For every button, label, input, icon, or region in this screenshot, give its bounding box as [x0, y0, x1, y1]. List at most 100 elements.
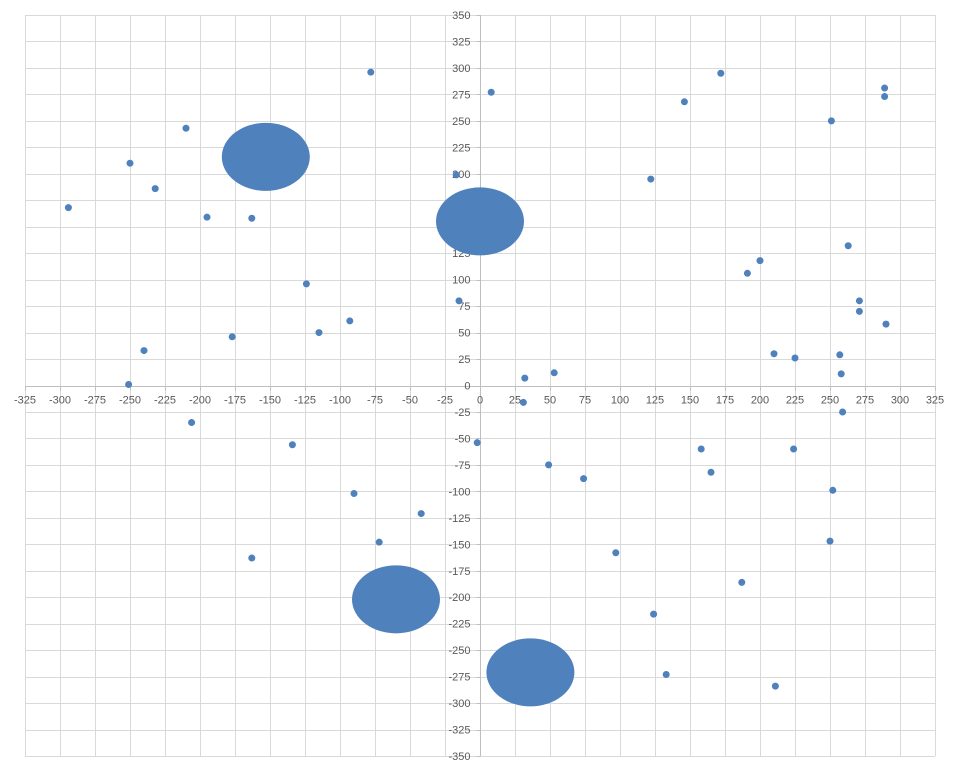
data-point	[827, 117, 835, 125]
data-points	[64, 68, 890, 690]
x-tick-label: -50	[402, 395, 418, 407]
x-tick-label: 50	[544, 395, 556, 407]
data-point	[248, 214, 256, 222]
data-point	[455, 297, 463, 305]
data-point	[612, 549, 620, 557]
y-tick-label: 50	[458, 328, 470, 340]
x-tick-label: -325	[14, 395, 36, 407]
x-tick-label: 175	[716, 395, 734, 407]
data-point	[140, 347, 148, 355]
x-tick-label: -75	[367, 395, 383, 407]
y-tick-label: 275	[452, 89, 470, 101]
data-point	[770, 350, 778, 358]
data-point	[839, 408, 847, 416]
data-point	[844, 242, 852, 250]
axes	[25, 15, 936, 757]
data-point	[836, 351, 844, 359]
y-tick-label: 225	[452, 142, 470, 154]
data-point	[826, 537, 834, 545]
x-tick-label: -150	[259, 395, 281, 407]
x-tick-label: -25	[437, 395, 453, 407]
y-tick-label: -75	[455, 460, 471, 472]
data-point	[473, 439, 481, 447]
large-marker	[436, 187, 524, 256]
x-tick-label: 250	[821, 395, 839, 407]
x-tick-label: -225	[154, 395, 176, 407]
x-tick-label: 150	[681, 395, 699, 407]
x-tick-label: -175	[224, 395, 246, 407]
data-point	[882, 320, 890, 328]
data-point	[452, 171, 460, 179]
x-tick-label: -125	[294, 395, 316, 407]
data-point	[248, 554, 256, 562]
data-point	[521, 374, 529, 382]
x-tick-label: 300	[891, 395, 909, 407]
y-tick-label: 100	[452, 275, 470, 287]
data-point	[662, 670, 670, 678]
x-tick-labels: -325 -300 -275 -250 -225 -200 -175 -150 -125 -100…	[14, 395, 944, 407]
data-point	[487, 88, 495, 96]
data-point	[647, 175, 655, 183]
data-point	[346, 317, 354, 325]
data-point	[881, 93, 889, 101]
x-tick-label: 275	[856, 395, 874, 407]
data-point	[650, 610, 658, 618]
data-point	[288, 441, 296, 449]
data-point	[855, 297, 863, 305]
data-point	[756, 257, 764, 265]
data-point	[580, 475, 588, 483]
large-marker	[486, 638, 575, 707]
data-point	[855, 307, 863, 315]
y-tick-label: 350	[452, 10, 470, 22]
data-point	[829, 486, 837, 494]
data-point	[771, 682, 779, 690]
large-marker	[352, 565, 440, 634]
x-tick-label: 225	[786, 395, 804, 407]
x-tick-label: 0	[477, 395, 483, 407]
y-tick-label: -300	[448, 698, 470, 710]
y-tick-label: 300	[452, 63, 470, 75]
y-tick-label: -275	[448, 672, 470, 684]
data-point	[315, 329, 323, 337]
x-tick-label: -300	[49, 395, 71, 407]
x-tick-label: -275	[84, 395, 106, 407]
data-point	[790, 445, 798, 453]
data-point	[680, 98, 688, 106]
x-tick-label: -100	[329, 395, 351, 407]
y-tick-label: -175	[448, 566, 470, 578]
data-point	[417, 510, 425, 518]
y-tick-label: 0	[464, 381, 470, 393]
data-point	[125, 380, 133, 388]
data-point	[837, 370, 845, 378]
data-point	[738, 578, 746, 586]
x-tick-label: -200	[189, 395, 211, 407]
y-tick-label: -50	[455, 433, 471, 445]
y-tick-label: -225	[448, 619, 470, 631]
data-point	[126, 159, 134, 167]
x-tick-label: 200	[751, 395, 769, 407]
x-tick-label: 75	[579, 395, 591, 407]
data-point	[519, 398, 527, 406]
data-point	[367, 68, 375, 76]
data-point	[228, 333, 236, 341]
data-point	[791, 354, 799, 362]
y-tick-label: 75	[458, 301, 470, 313]
y-tick-label: -250	[448, 645, 470, 657]
x-tick-label: -250	[119, 395, 141, 407]
data-point	[743, 269, 751, 277]
data-point	[350, 489, 358, 497]
y-tick-label: -125	[448, 513, 470, 525]
y-tick-label: 25	[458, 354, 470, 366]
data-point	[203, 213, 211, 221]
x-tick-label: 325	[926, 395, 944, 407]
data-point	[707, 468, 715, 476]
large-marker	[221, 122, 310, 191]
data-point	[151, 185, 159, 193]
y-tick-label: -350	[448, 751, 470, 763]
x-tick-label: 125	[646, 395, 664, 407]
y-tick-label: -200	[448, 592, 470, 604]
data-point	[375, 538, 383, 546]
data-point	[188, 419, 196, 427]
data-point	[697, 445, 705, 453]
